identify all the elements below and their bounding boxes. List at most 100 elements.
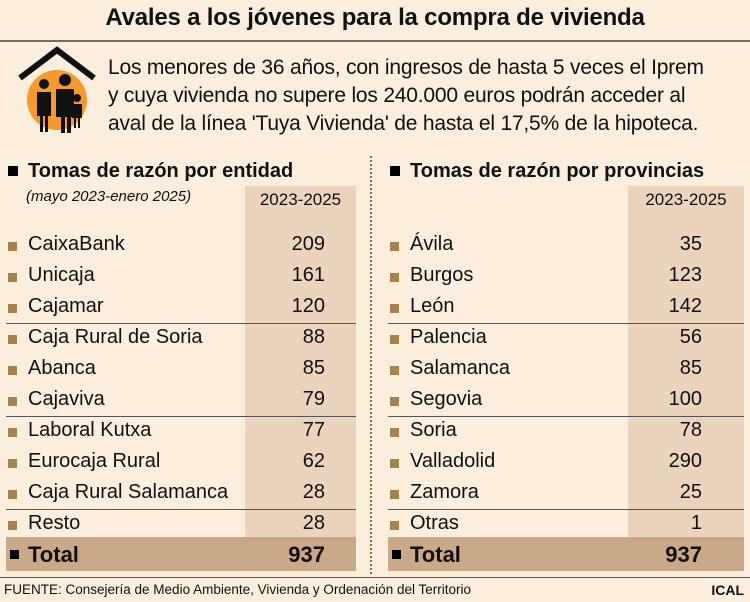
- group-separator: [6, 416, 356, 417]
- group-separator: [388, 416, 744, 417]
- row-value: 85: [679, 357, 702, 379]
- province-table-title-text: Tomas de razón por provincias: [410, 160, 705, 182]
- row-value: 100: [668, 388, 702, 410]
- bullet-square-icon: [390, 366, 399, 375]
- table-row: Otras 1: [388, 509, 744, 540]
- entity-rows: CaixaBank 209 Unicaja 161 Cajamar 120 Caja Rur…: [6, 230, 356, 540]
- row-label: Soria: [410, 419, 457, 441]
- table-row: Salamanca 85: [388, 354, 744, 385]
- province-table: Tomas de razón por provincias 2023-2025 …: [388, 156, 744, 571]
- row-label: Salamanca: [410, 357, 511, 379]
- province-total-row: Total 937: [388, 537, 744, 571]
- row-label: Caja Rural Salamanca: [28, 481, 229, 503]
- row-label: CaixaBank: [28, 233, 125, 255]
- row-label: Laboral Kutxa: [28, 419, 152, 441]
- row-label: Otras: [410, 512, 459, 534]
- column-shade: [245, 186, 356, 556]
- row-value: 28: [302, 481, 325, 503]
- row-label: Cajaviva: [28, 388, 105, 410]
- bullet-square-icon: [8, 335, 17, 344]
- table-row: Resto 28: [6, 509, 356, 540]
- heading-square-icon: [390, 166, 400, 176]
- table-row: Abanca 85: [6, 354, 356, 385]
- total-value: 937: [288, 542, 325, 567]
- row-value: 62: [302, 450, 325, 472]
- title-divider: [0, 40, 750, 42]
- row-label: Unicaja: [28, 264, 95, 286]
- subtitle-line-2: y cuya vivienda no supere los 240.000 eu…: [108, 84, 686, 107]
- bullet-square-icon: [8, 397, 17, 406]
- bullet-square-icon: [390, 459, 399, 468]
- row-value: 209: [291, 233, 325, 255]
- row-label: Abanca: [28, 357, 96, 379]
- table-row: Caja Rural Salamanca 28: [6, 478, 356, 509]
- heading-square-icon: [8, 166, 18, 176]
- group-separator: [388, 509, 744, 510]
- entity-table-title-text: Tomas de razón por entidad: [28, 160, 294, 182]
- source-note: FUENTE: Consejería de Medio Ambiente, Vi…: [4, 582, 471, 597]
- row-value: 56: [679, 326, 702, 348]
- column-header: 2023-2025: [645, 190, 727, 209]
- row-label: Ávila: [410, 233, 454, 255]
- row-value: 142: [668, 295, 702, 317]
- table-row: Ávila 35: [388, 230, 744, 261]
- agency-credit: ICAL: [711, 582, 744, 598]
- row-label: Palencia: [410, 326, 487, 348]
- row-value: 77: [302, 419, 325, 441]
- row-value: 35: [679, 233, 702, 255]
- row-value: 28: [302, 512, 325, 534]
- table-row: Palencia 56: [388, 323, 744, 354]
- row-label: Segovia: [410, 388, 483, 410]
- bullet-square-icon: [8, 459, 17, 468]
- entity-table-title: Tomas de razón por entidad: [6, 156, 356, 186]
- total-label: Total: [410, 542, 461, 567]
- row-value: 290: [668, 450, 702, 472]
- table-row: Segovia 100: [388, 385, 744, 416]
- row-value: 78: [679, 419, 702, 441]
- row-value: 120: [291, 295, 325, 317]
- row-value: 25: [679, 481, 702, 503]
- subtitle-line-3: aval de la línea 'Tuya Vivienda' de hast…: [108, 112, 699, 135]
- group-separator: [388, 323, 744, 324]
- bullet-square-icon: [390, 521, 399, 530]
- bullet-square-icon: [8, 242, 17, 251]
- bullet-square-icon: [390, 397, 399, 406]
- row-value: 79: [302, 388, 325, 410]
- bullet-square-icon: [8, 366, 17, 375]
- bullet-square-icon: [8, 273, 17, 282]
- table-row: Zamora 25: [388, 478, 744, 509]
- province-table-subheader: 2023-2025: [388, 186, 744, 230]
- row-value: 161: [291, 264, 325, 286]
- bullet-square-icon: [390, 273, 399, 282]
- total-square-icon: [392, 550, 401, 559]
- table-row: Soria 78: [388, 416, 744, 447]
- column-header: 2023-2025: [259, 190, 342, 209]
- province-rows: Ávila 35 Burgos 123 León 142 Palencia 56 Salaman…: [388, 230, 744, 540]
- bullet-square-icon: [8, 428, 17, 437]
- table-row: CaixaBank 209: [6, 230, 356, 261]
- bullet-square-icon: [8, 521, 17, 530]
- entity-table-subheader: (mayo 2023-enero 2025) 2023-2025: [6, 186, 356, 230]
- row-label: Zamora: [410, 481, 479, 503]
- row-label: Valladolid: [410, 450, 496, 472]
- row-label: Cajamar: [28, 295, 104, 317]
- footer-divider: [0, 577, 750, 578]
- subtitle-line-1: Los menores de 36 años, con ingresos de …: [108, 56, 704, 79]
- row-value: 85: [302, 357, 325, 379]
- table-row: Cajaviva 79: [6, 385, 356, 416]
- chart-title: Avales a los jóvenes para la compra de v…: [105, 4, 645, 31]
- bullet-square-icon: [390, 490, 399, 499]
- family-house-icon: [18, 46, 96, 133]
- table-row: León 142: [388, 292, 744, 323]
- table-row: Laboral Kutxa 77: [6, 416, 356, 447]
- row-label: Resto: [28, 512, 81, 534]
- bullet-square-icon: [390, 428, 399, 437]
- group-separator: [6, 509, 356, 510]
- subtitle: Los menores de 36 años, con ingresos de …: [108, 54, 738, 138]
- bullet-square-icon: [390, 335, 399, 344]
- column-shade: [628, 186, 744, 556]
- entity-total-row: Total 937: [6, 537, 356, 571]
- row-value: 1: [690, 512, 702, 534]
- province-table-title: Tomas de razón por provincias: [388, 156, 744, 186]
- total-label: Total: [28, 542, 79, 567]
